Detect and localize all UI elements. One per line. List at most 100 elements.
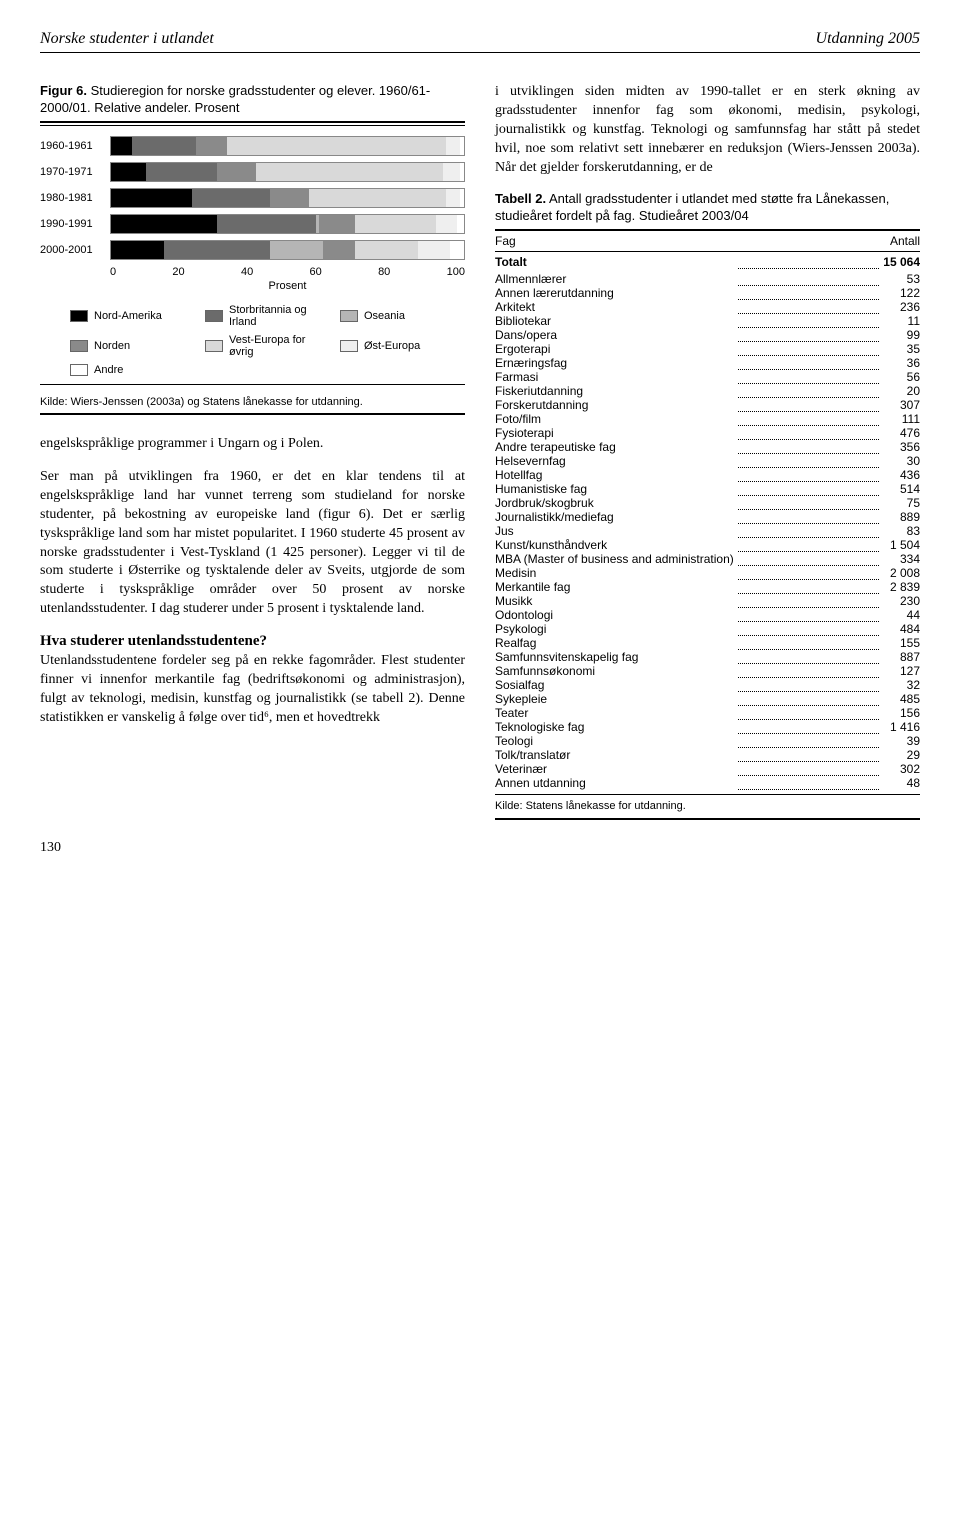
bar-track: [110, 162, 465, 182]
legend-item: Vest-Europa for øvrig: [205, 334, 330, 358]
cell-fag: Veterinær: [495, 762, 734, 776]
cell-fag: Arkitekt: [495, 300, 734, 314]
cell-antall: 2 839: [883, 580, 920, 594]
bar-track: [110, 240, 465, 260]
dot-leader: [738, 752, 880, 762]
bar-segment: [450, 241, 464, 259]
bar-segment: [111, 215, 217, 233]
rule: [40, 125, 465, 126]
dot-leader: [738, 500, 880, 510]
cell-antall: 476: [883, 426, 920, 440]
cell-antall: 122: [883, 286, 920, 300]
table-row: Journalistikk/mediefag889: [495, 510, 920, 524]
bar-segment: [227, 137, 446, 155]
figure-title-text: Studieregion for norske gradsstudenter o…: [40, 83, 430, 115]
chart-row-label: 1970-1971: [40, 166, 110, 178]
rule: [40, 384, 465, 385]
cell-antall: 307: [883, 398, 920, 412]
bar-segment: [457, 215, 464, 233]
cell-antall: 356: [883, 440, 920, 454]
legend-swatch: [70, 310, 88, 322]
cell-fag: Merkantile fag: [495, 580, 734, 594]
legend-label: Andre: [94, 364, 123, 376]
rule: [40, 121, 465, 123]
x-tick: 0: [110, 266, 116, 278]
cell-antall: 1 416: [883, 720, 920, 734]
x-tick: 40: [241, 266, 253, 278]
bar-segment: [270, 189, 309, 207]
dot-leader: [738, 304, 880, 314]
table-title-text: Antall gradsstudenter i utlandet med stø…: [495, 191, 889, 223]
dot-leader: [738, 654, 880, 664]
table-row: Samfunnsøkonomi127: [495, 664, 920, 678]
cell-fag: Humanistiske fag: [495, 482, 734, 496]
dot-leader: [738, 346, 880, 356]
cell-fag: Teologi: [495, 734, 734, 748]
legend-item: Andre: [70, 364, 195, 376]
table-label: Tabell 2.: [495, 191, 546, 206]
legend-label: Norden: [94, 340, 130, 352]
cell-antall: 20: [883, 384, 920, 398]
cell-antall: 484: [883, 622, 920, 636]
cell-antall: 1 504: [883, 538, 920, 552]
cell-antall: 53: [883, 272, 920, 286]
bar-segment: [192, 189, 270, 207]
cell-antall: 230: [883, 594, 920, 608]
legend-swatch: [205, 310, 223, 322]
cell-antall: 48: [883, 776, 920, 790]
table-row: Bibliotekar11: [495, 314, 920, 328]
cell-fag: Sykepleie: [495, 692, 734, 706]
bar-segment: [460, 189, 464, 207]
bar-track: [110, 214, 465, 234]
bar-segment: [217, 215, 316, 233]
cell-antall: 35: [883, 342, 920, 356]
bar-segment: [111, 241, 164, 259]
bar-segment: [270, 241, 323, 259]
table-row: Realfag155: [495, 636, 920, 650]
cell-antall: 887: [883, 650, 920, 664]
chart-legend: Nord-Amerika Storbritannia og Irland Osean…: [70, 304, 465, 376]
bar-segment: [164, 241, 270, 259]
dot-leader: [738, 780, 880, 790]
dot-leader: [738, 556, 880, 566]
table-row: Medisin2 008: [495, 566, 920, 580]
total-value: 15 064: [883, 252, 920, 272]
right-column: i utviklingen siden midten av 1990-talle…: [495, 83, 920, 820]
legend-swatch: [205, 340, 223, 352]
table-row: Helsevernfag30: [495, 454, 920, 468]
cell-fag: Psykologi: [495, 622, 734, 636]
table-row: Allmennlærer53: [495, 272, 920, 286]
table-row: Tolk/translatør29: [495, 748, 920, 762]
dot-leader: [738, 444, 880, 454]
bar-segment: [132, 137, 196, 155]
dot-leader: [738, 612, 880, 622]
legend-item: Oseania: [340, 304, 465, 328]
legend-item: Nord-Amerika: [70, 304, 195, 328]
bar-segment: [309, 189, 447, 207]
bar-segment: [355, 241, 419, 259]
chart-row-label: 1980-1981: [40, 192, 110, 204]
table-row: Merkantile fag 2 839: [495, 580, 920, 594]
cell-antall: 334: [883, 552, 920, 566]
table-row: Farmasi56: [495, 370, 920, 384]
dot-leader: [738, 332, 880, 342]
cell-fag: Annen utdanning: [495, 776, 734, 790]
legend-label: Storbritannia og Irland: [229, 304, 330, 328]
bar-segment: [418, 241, 450, 259]
table-row: Fysioterapi476: [495, 426, 920, 440]
table-row: Teknologiske fag1 416: [495, 720, 920, 734]
bar-segment: [111, 163, 146, 181]
cell-fag: Jordbruk/skogbruk: [495, 496, 734, 510]
table-row: Sykepleie485: [495, 692, 920, 706]
cell-fag: Andre terapeutiske fag: [495, 440, 734, 454]
dot-leader: [738, 259, 880, 269]
cell-fag: Teater: [495, 706, 734, 720]
table-row: Humanistiske fag514: [495, 482, 920, 496]
dot-leader: [738, 668, 880, 678]
rule: [495, 818, 920, 820]
cell-antall: 75: [883, 496, 920, 510]
x-tick: 20: [172, 266, 184, 278]
cell-antall: 889: [883, 510, 920, 524]
dot-leader: [738, 318, 880, 328]
page-number: 130: [40, 840, 920, 856]
